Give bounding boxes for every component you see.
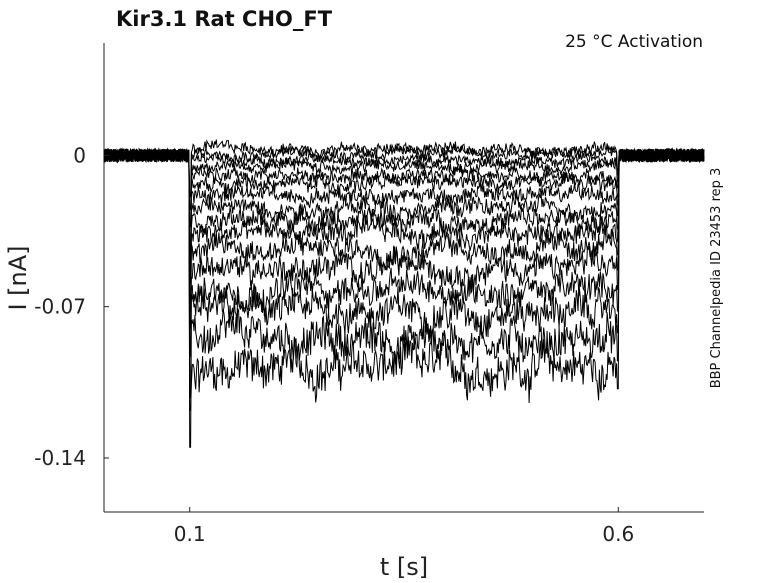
y-tick-label: -0.07: [34, 295, 86, 319]
chart-title: Kir3.1 Rat CHO_FT: [116, 7, 333, 31]
current-trace: [103, 147, 705, 303]
current-trace: [103, 139, 705, 258]
current-trace: [103, 147, 705, 448]
x-ticks: 0.1 0.6: [174, 507, 634, 546]
chart-annotation: 25 °C Activation: [565, 32, 703, 52]
current-trace: [103, 148, 705, 251]
side-label: BBP Channelpedia ID 23453 rep 3: [709, 168, 724, 389]
x-tick-label: 0.1: [174, 522, 206, 546]
current-trace: [103, 147, 705, 210]
x-tick-label: 0.6: [602, 522, 634, 546]
y-tick-label: -0.14: [34, 446, 86, 470]
plot-area: 0 -0.07 -0.14 0.1 0.6: [34, 43, 705, 546]
current-trace: [103, 147, 705, 329]
current-trace: [103, 147, 705, 398]
y-tick-label: 0: [73, 143, 86, 167]
current-trace: [103, 147, 705, 269]
current-traces: [103, 139, 705, 448]
current-trace: [103, 148, 705, 411]
x-axis-label: t [s]: [380, 553, 428, 581]
current-trace: [103, 143, 705, 197]
current-trace: [103, 147, 705, 357]
y-axis-label: I [nA]: [4, 245, 32, 310]
y-ticks: 0 -0.07 -0.14: [34, 143, 109, 470]
current-trace: [103, 147, 705, 284]
current-trace: [103, 148, 705, 228]
